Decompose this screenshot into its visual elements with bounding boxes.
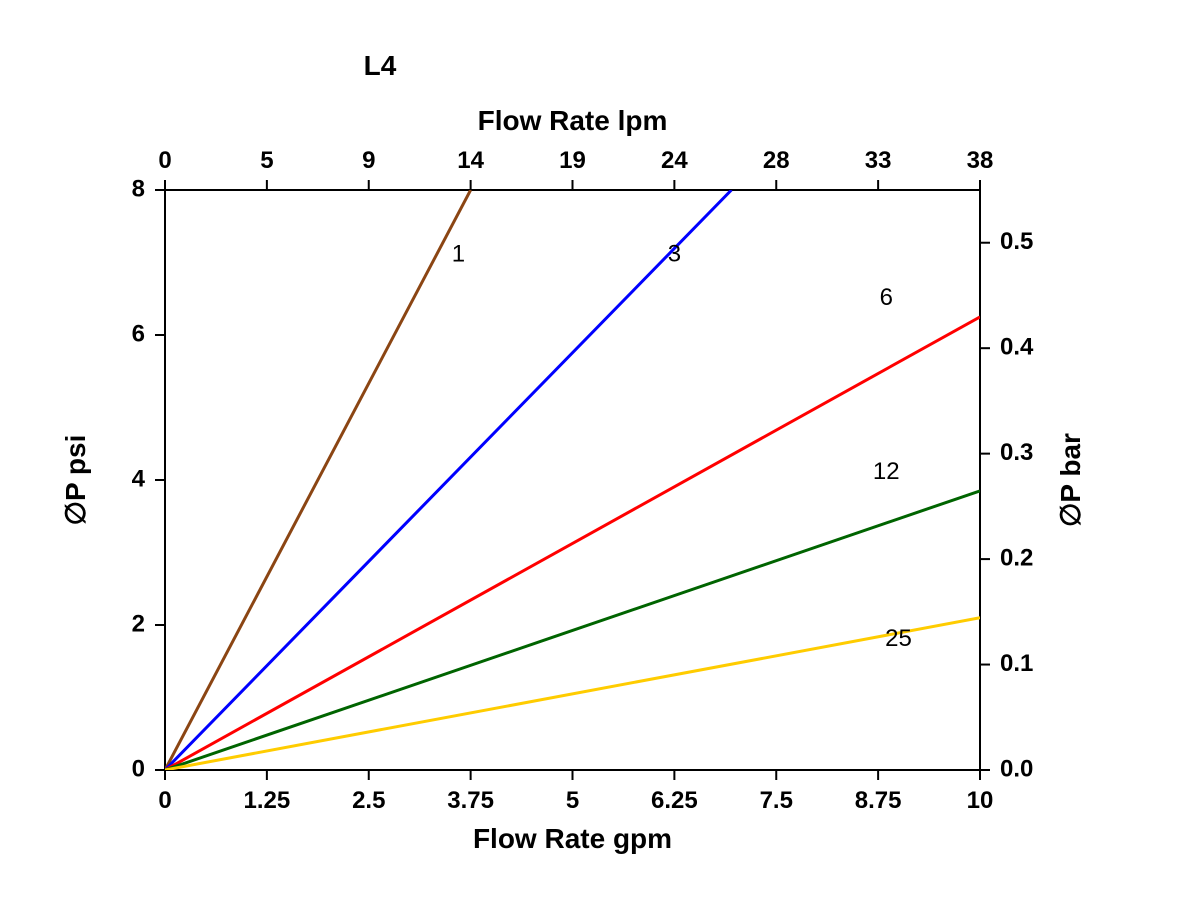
y-right-tick-label: 0.3: [1000, 439, 1033, 466]
x-top-tick-label: 5: [260, 147, 273, 174]
y-left-tick-label: 4: [132, 465, 146, 492]
series-label-25: 25: [885, 625, 912, 652]
x-top-tick-label: 38: [967, 147, 994, 174]
y-left-axis-label: ∅P psi: [60, 435, 91, 526]
y-right-tick-label: 0.2: [1000, 544, 1033, 571]
pressure-flow-chart: 136122501.252.53.7556.257.58.7510Flow Ra…: [0, 0, 1192, 902]
y-right-tick-label: 0.4: [1000, 334, 1034, 361]
y-left-tick-label: 2: [132, 610, 145, 637]
y-left-tick-label: 0: [132, 755, 145, 782]
y-left-tick-label: 8: [132, 175, 145, 202]
series-line-6: [165, 317, 980, 770]
x-bottom-tick-label: 10: [967, 787, 994, 814]
series-line-12: [165, 491, 980, 770]
x-bottom-axis-label: Flow Rate gpm: [473, 823, 672, 854]
series-group: [165, 190, 980, 770]
x-top-tick-label: 14: [457, 147, 484, 174]
y-right-tick-label: 0.0: [1000, 755, 1033, 782]
series-label-1: 1: [452, 241, 465, 268]
y-right-axis-label: ∅P bar: [1055, 433, 1086, 527]
series-line-25: [165, 618, 980, 770]
x-bottom-tick-label: 7.5: [760, 787, 793, 814]
series-label-3: 3: [668, 241, 681, 268]
series-line-3: [165, 190, 731, 770]
x-top-tick-label: 9: [362, 147, 375, 174]
x-top-tick-label: 0: [158, 147, 171, 174]
x-top-tick-label: 19: [559, 147, 586, 174]
x-bottom-tick-label: 0: [158, 787, 171, 814]
series-line-1: [165, 190, 471, 770]
series-label-12: 12: [873, 458, 900, 485]
x-bottom-tick-label: 6.25: [651, 787, 698, 814]
chart-container: 136122501.252.53.7556.257.58.7510Flow Ra…: [0, 0, 1192, 902]
chart-title: L4: [364, 50, 397, 81]
x-top-axis-label: Flow Rate lpm: [478, 105, 668, 136]
x-bottom-tick-label: 8.75: [855, 787, 902, 814]
x-top-tick-label: 33: [865, 147, 892, 174]
x-bottom-tick-label: 5: [566, 787, 579, 814]
y-left-tick-label: 6: [132, 320, 145, 347]
x-bottom-tick-label: 1.25: [244, 787, 291, 814]
plot-area: [165, 190, 980, 770]
series-label-6: 6: [880, 284, 893, 311]
y-right-tick-label: 0.5: [1000, 228, 1033, 255]
x-top-tick-label: 28: [763, 147, 790, 174]
y-right-tick-label: 0.1: [1000, 650, 1033, 677]
x-bottom-tick-label: 2.5: [352, 787, 385, 814]
x-top-tick-label: 24: [661, 147, 688, 174]
x-bottom-tick-label: 3.75: [447, 787, 494, 814]
